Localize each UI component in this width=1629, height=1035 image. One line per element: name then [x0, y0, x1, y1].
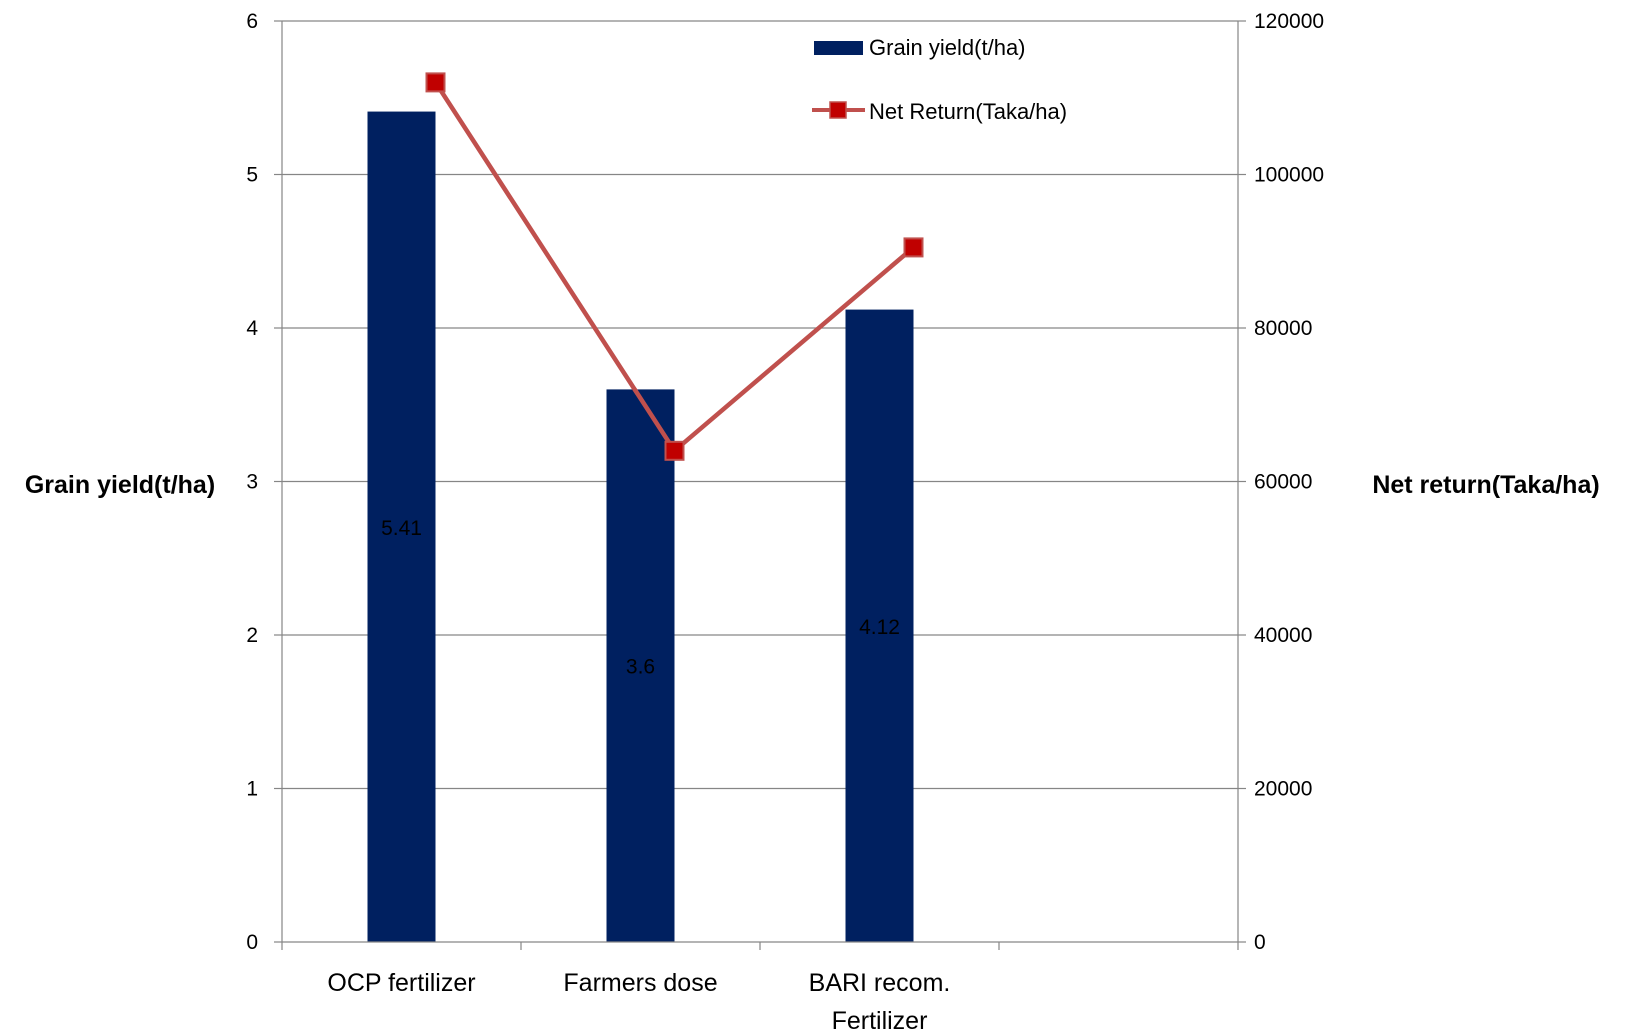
bar-0	[367, 111, 436, 942]
legend-label-line: Net Return(Taka/ha)	[869, 99, 1067, 124]
y2-tick-label-1: 20000	[1254, 778, 1312, 801]
legend-swatch-marker	[829, 101, 847, 119]
y2-tick-label-4: 80000	[1254, 317, 1312, 340]
y-tick-label-6: 6	[246, 10, 258, 33]
y-tick-label-5: 5	[246, 164, 258, 187]
y2-tick-label-2: 40000	[1254, 624, 1312, 647]
y-axis-title: Grain yield(t/ha)	[25, 471, 215, 499]
legend-label-bar: Grain yield(t/ha)	[869, 35, 1026, 60]
y2-tick-label-6: 120000	[1254, 10, 1324, 33]
x-tick-label-2: BARI recom.	[809, 969, 951, 997]
bar-data-label-2: 4.12	[859, 616, 900, 639]
gridlines	[282, 20, 1238, 790]
axes	[274, 20, 1246, 950]
x-tick-label-1: Farmers dose	[563, 969, 717, 997]
bar-data-label-0: 5.41	[381, 517, 422, 540]
bar-data-label-1: 3.6	[626, 656, 655, 679]
y2-tick-label-5: 100000	[1254, 164, 1324, 187]
x-tick-label-2-line-1: Fertilizer	[832, 1007, 928, 1035]
net-return-marker-2	[903, 237, 924, 258]
y-tick-label-4: 4	[246, 317, 258, 340]
line-series	[425, 72, 924, 461]
y-tick-label-0: 0	[246, 931, 258, 954]
x-tick-label-0: OCP fertilizer	[327, 969, 475, 997]
y2-tick-label-3: 60000	[1254, 471, 1312, 494]
y-tick-label-1: 1	[246, 778, 258, 801]
y-tick-label-3: 3	[246, 471, 258, 494]
tick-labels: 0 1 2 3 4 5 6 0 20000 40000 60000 80000 100000 120000…	[246, 10, 1324, 1035]
y2-tick-label-0: 0	[1254, 931, 1266, 954]
bar-1	[606, 389, 675, 942]
legend-swatch-bar	[814, 41, 863, 55]
bar-series: 5.41 3.6 4.12	[367, 111, 914, 943]
bar-2	[845, 309, 914, 943]
y2-axis-title: Net return(Taka/ha)	[1372, 471, 1599, 499]
legend: Grain yield(t/ha) Net Return(Taka/ha)	[812, 35, 1067, 124]
net-return-marker-1	[664, 440, 685, 461]
y-tick-label-2: 2	[246, 624, 258, 647]
net-return-marker-0	[425, 72, 446, 93]
